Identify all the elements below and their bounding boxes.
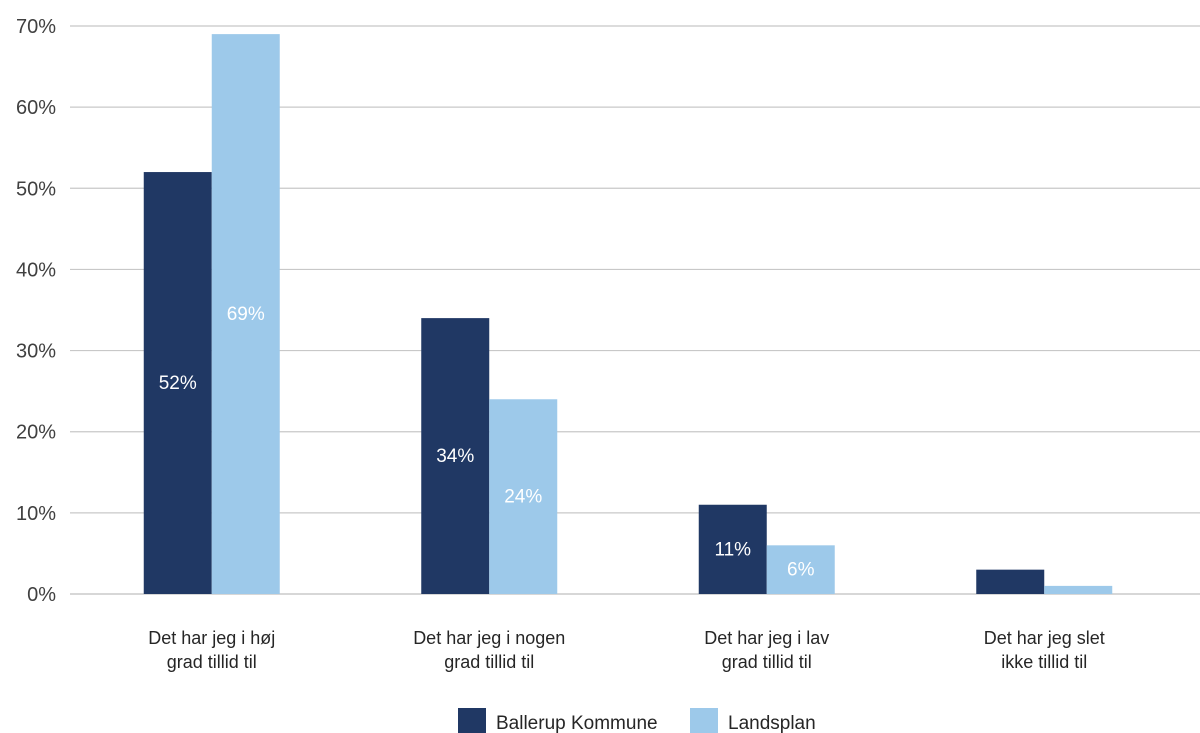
data-label: 6% bbox=[787, 560, 815, 581]
y-tick-label: 50% bbox=[16, 178, 56, 200]
y-tick-label: 70% bbox=[16, 16, 56, 38]
legend-label: Landsplan bbox=[728, 713, 816, 733]
category-label: ikke tillid til bbox=[1001, 652, 1087, 672]
legend-swatch bbox=[458, 708, 486, 733]
data-labels: 52% 69% 34% 24% 11% 6% bbox=[159, 304, 815, 581]
category-labels: Det har jeg i høj grad tillid til Det har … bbox=[148, 628, 1105, 672]
bars bbox=[143, 34, 1113, 595]
data-label: 24% bbox=[504, 487, 542, 508]
y-tick-label: 30% bbox=[16, 341, 56, 363]
y-tick-label: 0% bbox=[27, 584, 56, 606]
legend: Ballerup Kommune Landsplan bbox=[458, 708, 816, 733]
y-tick-label: 40% bbox=[16, 259, 56, 281]
data-label: 34% bbox=[436, 446, 474, 467]
category-label: grad tillid til bbox=[167, 652, 257, 672]
y-tick-label: 20% bbox=[16, 422, 56, 444]
category-label: Det har jeg slet bbox=[984, 628, 1105, 648]
legend-swatch bbox=[690, 708, 718, 733]
category-label: Det har jeg i høj bbox=[148, 628, 275, 648]
legend-label: Ballerup Kommune bbox=[496, 713, 658, 733]
y-tick-label: 60% bbox=[16, 97, 56, 119]
bar-ballerup bbox=[698, 504, 767, 594]
bar-landsplan bbox=[1044, 585, 1113, 594]
category-label: grad tillid til bbox=[722, 652, 812, 672]
y-tick-label: 10% bbox=[16, 503, 56, 525]
bar-ballerup bbox=[421, 318, 490, 594]
data-label: 11% bbox=[714, 539, 751, 560]
data-label: 69% bbox=[227, 304, 265, 325]
y-axis-tick-labels: 0% 10% 20% 30% 40% 50% 60% 70% bbox=[16, 16, 56, 606]
bar-landsplan bbox=[766, 545, 835, 594]
category-label: Det har jeg i lav bbox=[704, 628, 829, 648]
bar-ballerup bbox=[143, 172, 212, 595]
bar-landsplan bbox=[489, 399, 558, 594]
category-label: Det har jeg i nogen bbox=[413, 628, 565, 648]
category-label: grad tillid til bbox=[444, 652, 534, 672]
bar-ballerup bbox=[976, 569, 1045, 594]
bar-landsplan bbox=[211, 34, 280, 595]
data-label: 52% bbox=[159, 373, 197, 394]
